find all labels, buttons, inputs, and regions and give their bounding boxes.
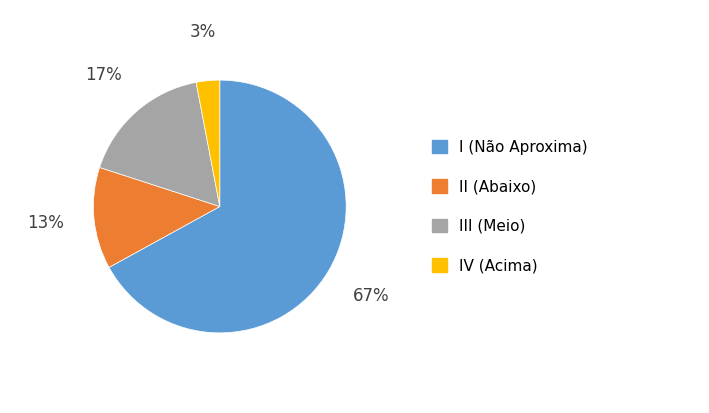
Text: 3%: 3% xyxy=(190,23,216,41)
Wedge shape xyxy=(109,80,346,333)
Text: 17%: 17% xyxy=(85,66,122,84)
Wedge shape xyxy=(94,167,220,267)
Text: 67%: 67% xyxy=(352,287,389,305)
Text: 13%: 13% xyxy=(27,214,64,232)
Legend: I (Não Aproxima), II (Abaixo), III (Meio), IV (Acima): I (Não Aproxima), II (Abaixo), III (Meio… xyxy=(432,140,588,273)
Wedge shape xyxy=(196,80,220,206)
Wedge shape xyxy=(99,82,220,206)
